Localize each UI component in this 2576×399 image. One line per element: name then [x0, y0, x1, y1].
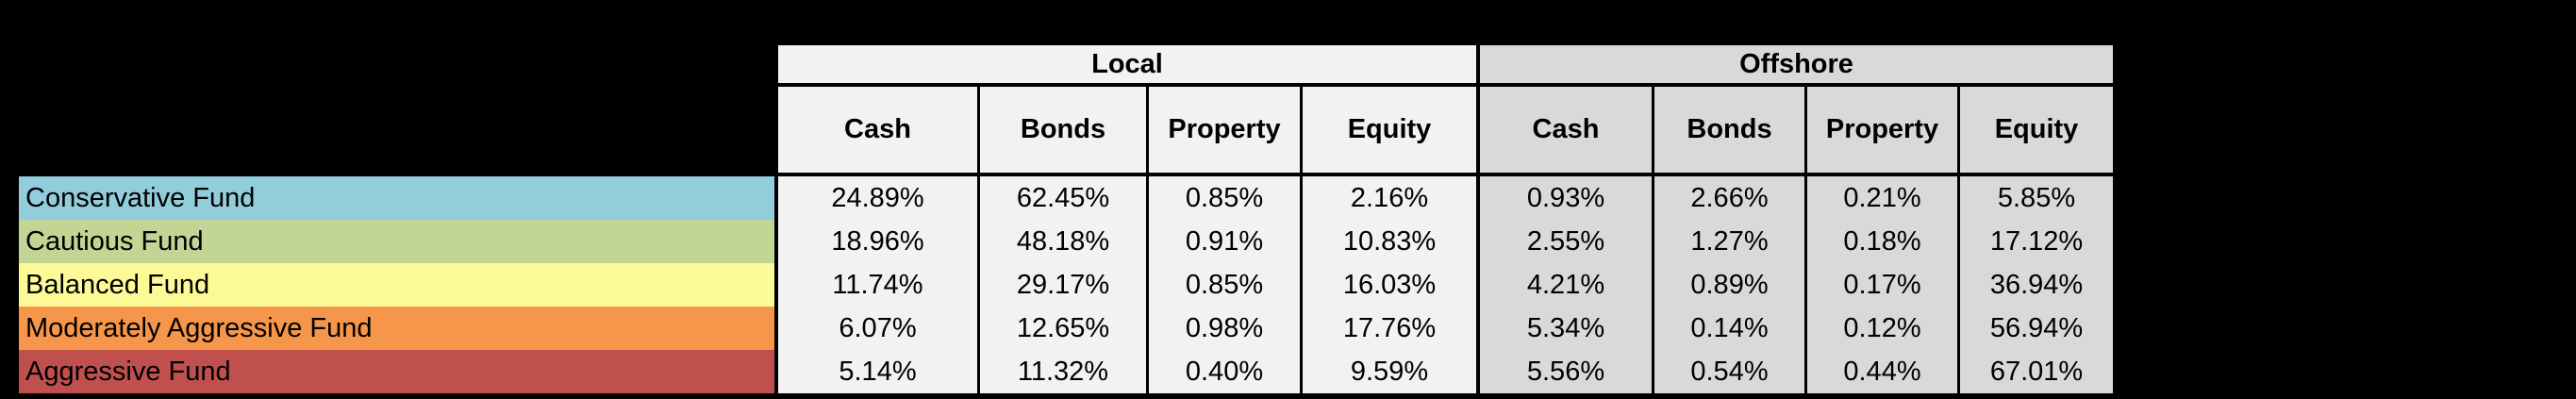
value-cell: 2.16% [1303, 176, 1480, 220]
value-cell: 48.18% [980, 220, 1149, 263]
value-cell: 17.76% [1303, 307, 1480, 350]
value-cell: 5.34% [1480, 307, 1654, 350]
value-cell: 0.12% [1807, 307, 1960, 350]
value-cell: 0.85% [1149, 176, 1303, 220]
fund-label-column: Conservative Fund Cautious Fund Balanced… [19, 176, 774, 393]
fund-name: Cautious Fund [25, 225, 204, 257]
value-cell: 18.96% [778, 220, 980, 263]
value-cell: 29.17% [980, 263, 1149, 307]
value-cell: 0.85% [1149, 263, 1303, 307]
value-cell: 1.27% [1654, 220, 1807, 263]
value-cell: 4.21% [1480, 263, 1654, 307]
fund-name: Balanced Fund [25, 269, 210, 300]
value-cell: 5.85% [1960, 176, 2113, 220]
fund-name: Aggressive Fund [25, 356, 231, 387]
value-cell: 0.44% [1807, 350, 1960, 393]
value-cell: 2.66% [1654, 176, 1807, 220]
group-header-offshore: Offshore [1480, 45, 2113, 87]
allocation-table: Local Offshore Cash Bonds Property Equit… [774, 42, 2117, 397]
column-header-local-bonds: Bonds [980, 87, 1149, 176]
value-cell: 62.45% [980, 176, 1149, 220]
value-cell: 10.83% [1303, 220, 1480, 263]
value-cell: 0.14% [1654, 307, 1807, 350]
value-cell: 2.55% [1480, 220, 1654, 263]
column-header-offshore-equity: Equity [1960, 87, 2113, 176]
value-cell: 56.94% [1960, 307, 2113, 350]
fund-row-cautious: Cautious Fund [19, 220, 774, 263]
value-cell: 67.01% [1960, 350, 2113, 393]
fund-row-conservative: Conservative Fund [19, 176, 774, 220]
column-header-offshore-property: Property [1807, 87, 1960, 176]
value-cell: 11.74% [778, 263, 980, 307]
value-cell: 12.65% [980, 307, 1149, 350]
fund-name: Moderately Aggressive Fund [25, 312, 373, 343]
value-cell: 0.93% [1480, 176, 1654, 220]
value-cell: 5.14% [778, 350, 980, 393]
value-cell: 0.98% [1149, 307, 1303, 350]
value-cell: 9.59% [1303, 350, 1480, 393]
value-cell: 0.21% [1807, 176, 1960, 220]
value-cell: 16.03% [1303, 263, 1480, 307]
value-cell: 5.56% [1480, 350, 1654, 393]
value-cell: 0.91% [1149, 220, 1303, 263]
value-cell: 6.07% [778, 307, 980, 350]
value-cell: 0.54% [1654, 350, 1807, 393]
column-header-offshore-cash: Cash [1480, 87, 1654, 176]
fund-row-moderately-aggressive: Moderately Aggressive Fund [19, 307, 774, 350]
value-cell: 11.32% [980, 350, 1149, 393]
column-header-local-cash: Cash [778, 87, 980, 176]
fund-row-balanced: Balanced Fund [19, 263, 774, 307]
fund-row-aggressive: Aggressive Fund [19, 350, 774, 393]
column-header-local-property: Property [1149, 87, 1303, 176]
value-cell: 36.94% [1960, 263, 2113, 307]
value-cell: 0.18% [1807, 220, 1960, 263]
column-header-local-equity: Equity [1303, 87, 1480, 176]
fund-name: Conservative Fund [25, 182, 256, 213]
group-header-local: Local [778, 45, 1480, 87]
column-header-offshore-bonds: Bonds [1654, 87, 1807, 176]
value-cell: 0.40% [1149, 350, 1303, 393]
value-cell: 24.89% [778, 176, 980, 220]
value-cell: 0.17% [1807, 263, 1960, 307]
value-cell: 0.89% [1654, 263, 1807, 307]
value-cell: 17.12% [1960, 220, 2113, 263]
